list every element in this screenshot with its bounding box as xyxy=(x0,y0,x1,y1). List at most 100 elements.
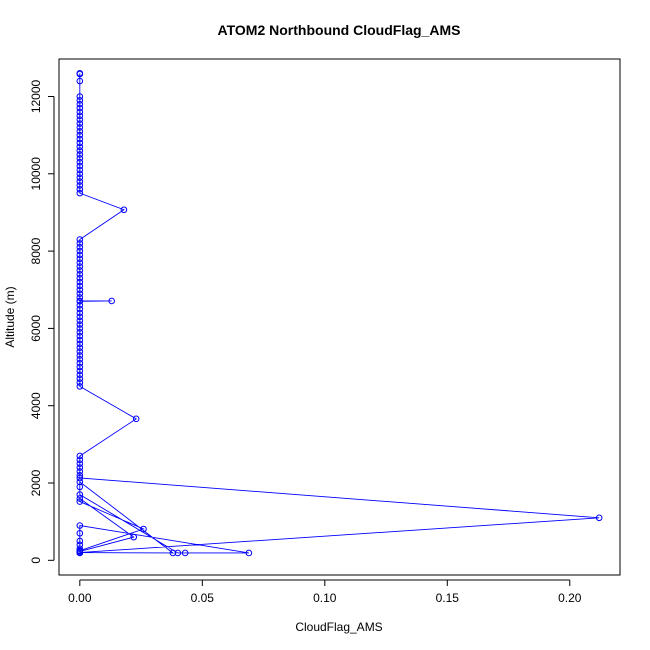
data-point xyxy=(76,139,84,147)
data-point xyxy=(76,340,84,348)
data-point xyxy=(76,290,84,297)
y-axis-label: Altitude (m) xyxy=(3,286,17,347)
data-point xyxy=(76,468,84,475)
data-point xyxy=(76,247,84,255)
data-point xyxy=(76,147,84,154)
y-tick-label: 6000 xyxy=(29,315,43,342)
data-point xyxy=(76,240,84,247)
data-point xyxy=(76,278,84,286)
data-point xyxy=(76,178,84,185)
data-point xyxy=(76,325,84,332)
data-point xyxy=(76,185,84,193)
data-point xyxy=(130,533,138,541)
data-point xyxy=(76,321,84,328)
data-point xyxy=(76,483,84,491)
data-point xyxy=(76,93,84,100)
x-tick-label: 0.10 xyxy=(313,591,337,605)
data-point xyxy=(76,282,84,290)
data-point xyxy=(76,151,84,158)
data-point xyxy=(76,70,84,78)
data-point xyxy=(76,294,84,301)
data-point xyxy=(76,251,84,259)
y-tick-label: 0 xyxy=(29,557,43,564)
data-point xyxy=(120,206,128,214)
data-point xyxy=(76,182,84,189)
data-point xyxy=(76,124,84,131)
data-point xyxy=(76,498,84,505)
data-point xyxy=(76,236,84,243)
data-point xyxy=(245,549,253,557)
data-point xyxy=(76,174,84,181)
data-point xyxy=(76,456,84,464)
x-tick-label: 0.15 xyxy=(436,591,460,605)
data-point xyxy=(76,166,84,174)
data-point xyxy=(76,301,84,309)
y-tick-label: 8000 xyxy=(29,237,43,264)
data-point xyxy=(76,537,84,545)
data-point xyxy=(76,541,84,549)
data-point xyxy=(76,158,84,166)
data-point xyxy=(595,514,603,522)
chart-title: ATOM2 Northbound CloudFlag_AMS xyxy=(218,22,461,38)
data-point xyxy=(76,259,84,266)
data-point xyxy=(76,328,84,336)
data-point xyxy=(76,545,84,553)
data-point xyxy=(76,356,84,363)
data-point xyxy=(76,270,84,278)
data-point xyxy=(76,529,84,537)
data-point xyxy=(76,286,84,294)
data-point xyxy=(76,549,84,557)
data-point xyxy=(76,267,84,274)
data-point xyxy=(76,255,84,263)
data-point xyxy=(76,120,84,127)
x-axis-label: CloudFlag_AMS xyxy=(295,620,382,634)
x-tick-label: 0.20 xyxy=(558,591,582,605)
data-point xyxy=(76,363,84,371)
data-point xyxy=(76,143,84,151)
data-point xyxy=(76,495,84,502)
data-point xyxy=(76,359,84,367)
data-point xyxy=(132,415,140,423)
data-point xyxy=(76,116,84,123)
data-point xyxy=(76,77,84,85)
data-point xyxy=(76,352,84,359)
y-tick-label: 4000 xyxy=(29,392,43,419)
data-point xyxy=(76,135,84,143)
data-point xyxy=(169,549,177,557)
data-point xyxy=(140,525,147,533)
data-point xyxy=(76,100,84,108)
data-point xyxy=(76,464,84,471)
data-point xyxy=(76,243,84,251)
data-point xyxy=(76,474,84,482)
data-point xyxy=(76,367,84,375)
data-point xyxy=(76,274,84,282)
data-point xyxy=(76,298,84,305)
data-point xyxy=(76,383,84,390)
data-point xyxy=(76,471,84,479)
data-point xyxy=(76,112,84,120)
x-axis: 0.00 0.05 0.10 0.15 0.20 xyxy=(68,579,582,605)
data-point xyxy=(76,127,84,135)
data-point xyxy=(76,336,84,344)
data-point xyxy=(76,332,84,340)
data-point xyxy=(76,108,84,116)
data-point xyxy=(76,97,84,104)
data-point xyxy=(76,162,84,170)
data-point xyxy=(76,305,84,313)
plot-frame xyxy=(58,58,621,576)
y-tick-label: 12000 xyxy=(29,79,43,113)
data-point xyxy=(174,549,182,557)
data-point xyxy=(76,309,84,317)
data-point xyxy=(76,460,84,467)
y-tick-label: 10000 xyxy=(29,157,43,191)
data-point xyxy=(76,522,84,529)
y-tick-label: 2000 xyxy=(29,469,43,496)
data-point xyxy=(76,313,84,321)
data-point xyxy=(76,478,84,486)
series-layer xyxy=(76,70,603,557)
data-point xyxy=(76,491,84,498)
y-axis: 0 2000 4000 6000 8000 10000 12000 xyxy=(29,79,55,564)
data-point xyxy=(76,344,84,352)
data-point xyxy=(76,317,84,324)
